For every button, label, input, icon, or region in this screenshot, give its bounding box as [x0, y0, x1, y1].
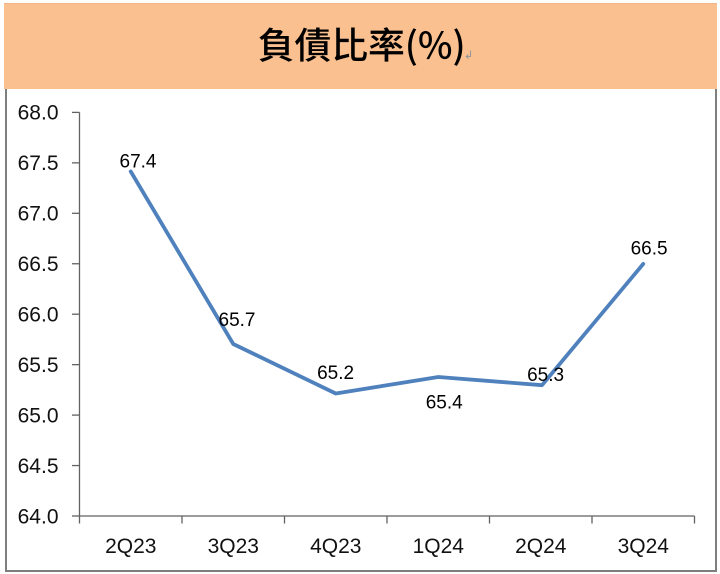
svg-text:65.7: 65.7 — [219, 310, 256, 331]
svg-text:65.5: 65.5 — [18, 354, 59, 377]
svg-text:3Q23: 3Q23 — [208, 535, 259, 558]
svg-text:68.0: 68.0 — [18, 102, 59, 125]
svg-text:67.4: 67.4 — [120, 152, 157, 173]
svg-text:1Q24: 1Q24 — [413, 535, 465, 558]
svg-text:66.0: 66.0 — [18, 304, 59, 327]
svg-text:67.0: 67.0 — [18, 203, 59, 226]
svg-text:2Q23: 2Q23 — [105, 535, 156, 558]
svg-text:67.5: 67.5 — [18, 152, 59, 175]
svg-text:65.4: 65.4 — [426, 393, 463, 414]
svg-text:64.0: 64.0 — [18, 505, 59, 528]
svg-text:65.3: 65.3 — [527, 365, 564, 386]
svg-text:66.5: 66.5 — [631, 238, 668, 259]
svg-text:65.0: 65.0 — [18, 404, 59, 427]
svg-text:4Q23: 4Q23 — [310, 535, 361, 558]
svg-text:3Q24: 3Q24 — [618, 535, 670, 558]
svg-text:64.5: 64.5 — [18, 455, 59, 478]
svg-text:65.2: 65.2 — [317, 363, 354, 384]
svg-text:2Q24: 2Q24 — [515, 535, 567, 558]
svg-text:66.5: 66.5 — [18, 253, 59, 276]
